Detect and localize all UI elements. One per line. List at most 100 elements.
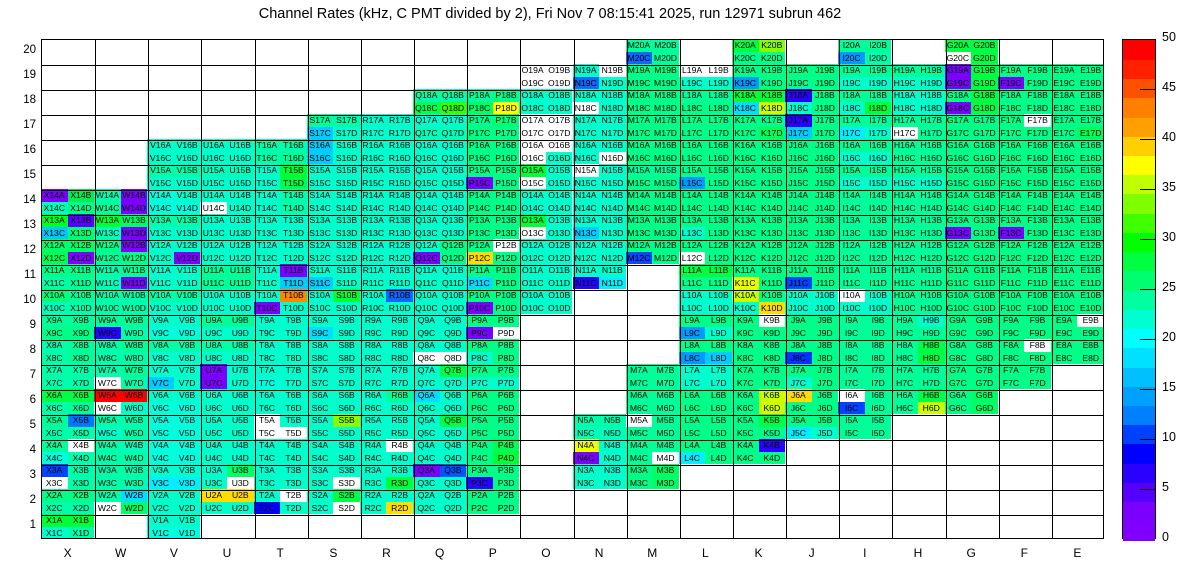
- channel-cell[interactable]: T10D: [280, 301, 307, 314]
- channel-cell[interactable]: U9A: [200, 314, 227, 327]
- channel-cell[interactable]: G11D: [971, 276, 998, 289]
- channel-cell[interactable]: L14D: [705, 201, 732, 214]
- channel-cell[interactable]: W11D: [120, 276, 148, 289]
- channel-cell[interactable]: T12A: [253, 239, 281, 252]
- channel-cell[interactable]: L15C: [678, 176, 706, 189]
- channel-cell[interactable]: S17B: [333, 114, 360, 127]
- channel-cell[interactable]: V5A: [147, 414, 174, 427]
- channel-cell[interactable]: H7C: [891, 376, 918, 389]
- channel-cell[interactable]: W8A: [94, 339, 121, 352]
- channel-cell[interactable]: P18C: [466, 101, 493, 114]
- channel-cell[interactable]: S3D: [333, 476, 360, 489]
- channel-cell[interactable]: K11C: [731, 276, 759, 289]
- channel-cell[interactable]: R7A: [359, 364, 387, 377]
- channel-cell[interactable]: U11C: [200, 276, 227, 289]
- channel-cell[interactable]: I13B: [864, 214, 892, 227]
- channel-cell[interactable]: L5A: [678, 414, 706, 427]
- channel-cell[interactable]: V11B: [173, 264, 201, 277]
- channel-cell[interactable]: S2D: [333, 501, 360, 514]
- channel-cell[interactable]: S9D: [333, 326, 360, 339]
- channel-cell[interactable]: U14C: [200, 201, 227, 214]
- channel-cell[interactable]: S8A: [306, 339, 334, 352]
- channel-cell[interactable]: T5A: [253, 414, 281, 427]
- channel-cell[interactable]: J13C: [785, 226, 812, 239]
- channel-cell[interactable]: I11B: [864, 264, 892, 277]
- channel-cell[interactable]: Q7A: [413, 364, 440, 377]
- channel-cell[interactable]: J17D: [811, 126, 839, 139]
- channel-cell[interactable]: H19A: [891, 64, 918, 77]
- channel-cell[interactable]: X12C: [41, 251, 68, 264]
- channel-cell[interactable]: P3D: [492, 476, 520, 489]
- channel-cell[interactable]: W13B: [120, 214, 148, 227]
- channel-cell[interactable]: G13D: [971, 226, 998, 239]
- channel-cell[interactable]: W9A: [94, 314, 121, 327]
- channel-cell[interactable]: P5A: [466, 414, 493, 427]
- channel-cell[interactable]: W8D: [120, 351, 148, 364]
- channel-cell[interactable]: W5A: [94, 414, 121, 427]
- channel-cell[interactable]: P15A: [466, 164, 493, 177]
- channel-cell[interactable]: S8D: [333, 351, 360, 364]
- channel-cell[interactable]: L6A: [678, 389, 706, 402]
- channel-cell[interactable]: S13B: [333, 214, 360, 227]
- channel-cell[interactable]: F15C: [997, 176, 1025, 189]
- channel-cell[interactable]: T16C: [253, 151, 281, 164]
- channel-cell[interactable]: Q8D: [439, 351, 467, 364]
- channel-cell[interactable]: F17C: [997, 126, 1025, 139]
- channel-cell[interactable]: K5A: [731, 414, 759, 427]
- channel-cell[interactable]: R6B: [386, 389, 414, 402]
- channel-cell[interactable]: Q7C: [413, 376, 440, 389]
- channel-cell[interactable]: M12C: [625, 251, 653, 264]
- channel-cell[interactable]: Q18B: [439, 89, 467, 102]
- channel-cell[interactable]: H16C: [891, 151, 918, 164]
- channel-cell[interactable]: P7C: [466, 376, 493, 389]
- channel-cell[interactable]: O18A: [519, 89, 546, 102]
- channel-cell[interactable]: L7A: [678, 364, 706, 377]
- channel-cell[interactable]: R5A: [359, 414, 387, 427]
- channel-cell[interactable]: S14B: [333, 189, 360, 202]
- channel-cell[interactable]: G17C: [944, 126, 972, 139]
- channel-cell[interactable]: T8B: [280, 339, 307, 352]
- channel-cell[interactable]: M4D: [652, 451, 679, 464]
- channel-cell[interactable]: I12D: [864, 251, 892, 264]
- channel-cell[interactable]: L19B: [705, 64, 732, 77]
- channel-cell[interactable]: J9A: [785, 314, 812, 327]
- channel-cell[interactable]: P18A: [466, 89, 493, 102]
- channel-cell[interactable]: L14B: [705, 189, 732, 202]
- channel-cell[interactable]: K13C: [731, 226, 759, 239]
- channel-cell[interactable]: U15C: [200, 176, 227, 189]
- channel-cell[interactable]: V1D: [173, 526, 201, 539]
- channel-cell[interactable]: I17D: [864, 126, 892, 139]
- channel-cell[interactable]: S4D: [333, 451, 360, 464]
- channel-cell[interactable]: X14A: [41, 189, 68, 202]
- channel-cell[interactable]: L17C: [678, 126, 706, 139]
- channel-cell[interactable]: J8C: [785, 351, 812, 364]
- channel-cell[interactable]: H9C: [891, 326, 918, 339]
- channel-cell[interactable]: U15D: [227, 176, 254, 189]
- channel-cell[interactable]: U16B: [227, 139, 254, 152]
- channel-cell[interactable]: G9D: [971, 326, 998, 339]
- channel-cell[interactable]: Q3D: [439, 476, 467, 489]
- channel-cell[interactable]: P2B: [492, 489, 520, 502]
- channel-cell[interactable]: T6D: [280, 401, 307, 414]
- channel-cell[interactable]: S16B: [333, 139, 360, 152]
- channel-cell[interactable]: N18B: [599, 89, 626, 102]
- channel-cell[interactable]: M16B: [652, 139, 679, 152]
- channel-cell[interactable]: G11B: [971, 264, 998, 277]
- channel-cell[interactable]: N11B: [599, 264, 626, 277]
- channel-cell[interactable]: O16A: [519, 139, 546, 152]
- channel-cell[interactable]: T16D: [280, 151, 307, 164]
- channel-cell[interactable]: P7A: [466, 364, 493, 377]
- channel-cell[interactable]: O16B: [545, 139, 573, 152]
- channel-cell[interactable]: G15D: [971, 176, 998, 189]
- channel-cell[interactable]: U10D: [227, 301, 254, 314]
- channel-cell[interactable]: R2C: [359, 501, 387, 514]
- channel-cell[interactable]: K20A: [731, 39, 759, 52]
- channel-cell[interactable]: S6A: [306, 389, 334, 402]
- channel-cell[interactable]: L14C: [678, 201, 706, 214]
- channel-cell[interactable]: S14A: [306, 189, 334, 202]
- channel-cell[interactable]: O19B: [545, 64, 573, 77]
- channel-cell[interactable]: N4B: [599, 439, 626, 452]
- channel-cell[interactable]: U5A: [200, 414, 227, 427]
- channel-cell[interactable]: G20D: [971, 51, 998, 64]
- channel-cell[interactable]: I16D: [864, 151, 892, 164]
